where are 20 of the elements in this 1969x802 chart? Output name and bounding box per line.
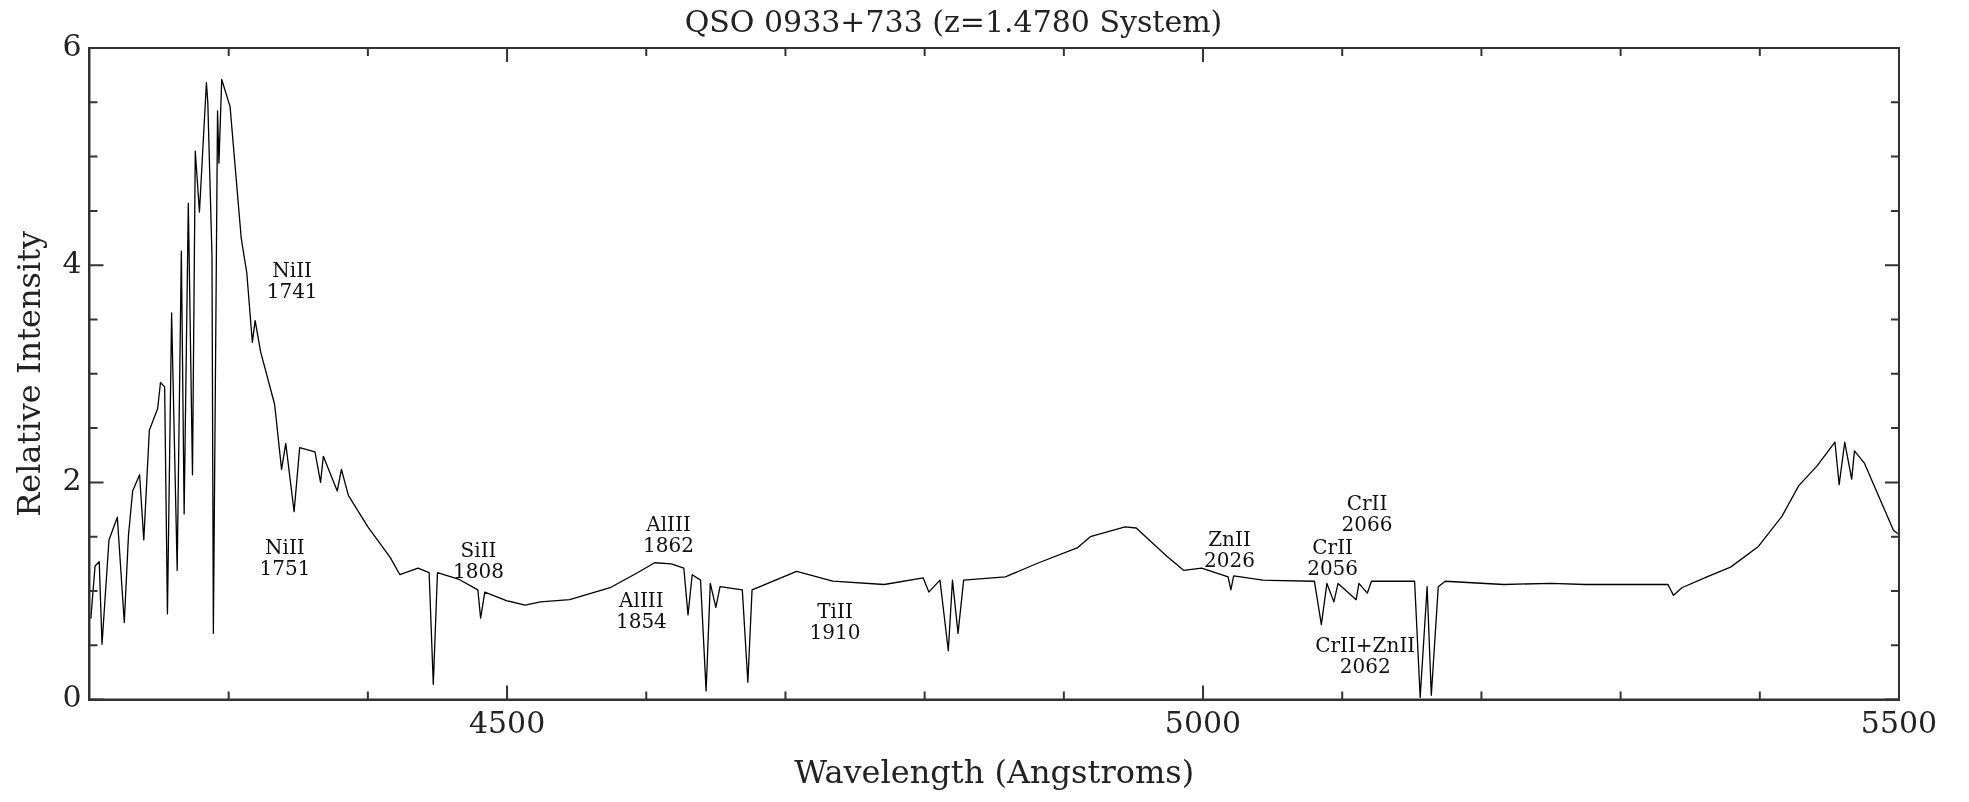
x-tick-label: 4500 — [468, 705, 546, 741]
annotation: CrII 2066 — [1341, 490, 1393, 536]
annotation: SiII 1808 — [453, 538, 504, 584]
annotation: CrII 2056 — [1307, 535, 1359, 581]
y-tick-label: 2 — [62, 462, 82, 498]
x-tick-label: 5500 — [1860, 705, 1938, 741]
x-tick-label: 5000 — [1164, 705, 1242, 741]
y-axis-title: Relative Intensity — [9, 230, 48, 517]
y-tick-label: 4 — [62, 245, 82, 280]
annotation: AlIII 1854 — [615, 587, 667, 633]
x-axis-title: Wavelength (Angstroms) — [794, 753, 1195, 792]
annotation: TiII 1910 — [809, 599, 861, 645]
annotation: ZnII 2026 — [1204, 527, 1255, 573]
y-tick-label: 0 — [62, 679, 82, 715]
annotation: CrII+ZnII 2062 — [1315, 632, 1416, 678]
chart-title: QSO 0933+733 (z=1.4780 System) — [684, 3, 1223, 39]
annotation: NiII 1741 — [266, 258, 318, 304]
annotation: NiII 1751 — [259, 535, 311, 581]
y-tick-label: 6 — [62, 27, 82, 63]
annotation: AlIII 1862 — [643, 512, 694, 558]
